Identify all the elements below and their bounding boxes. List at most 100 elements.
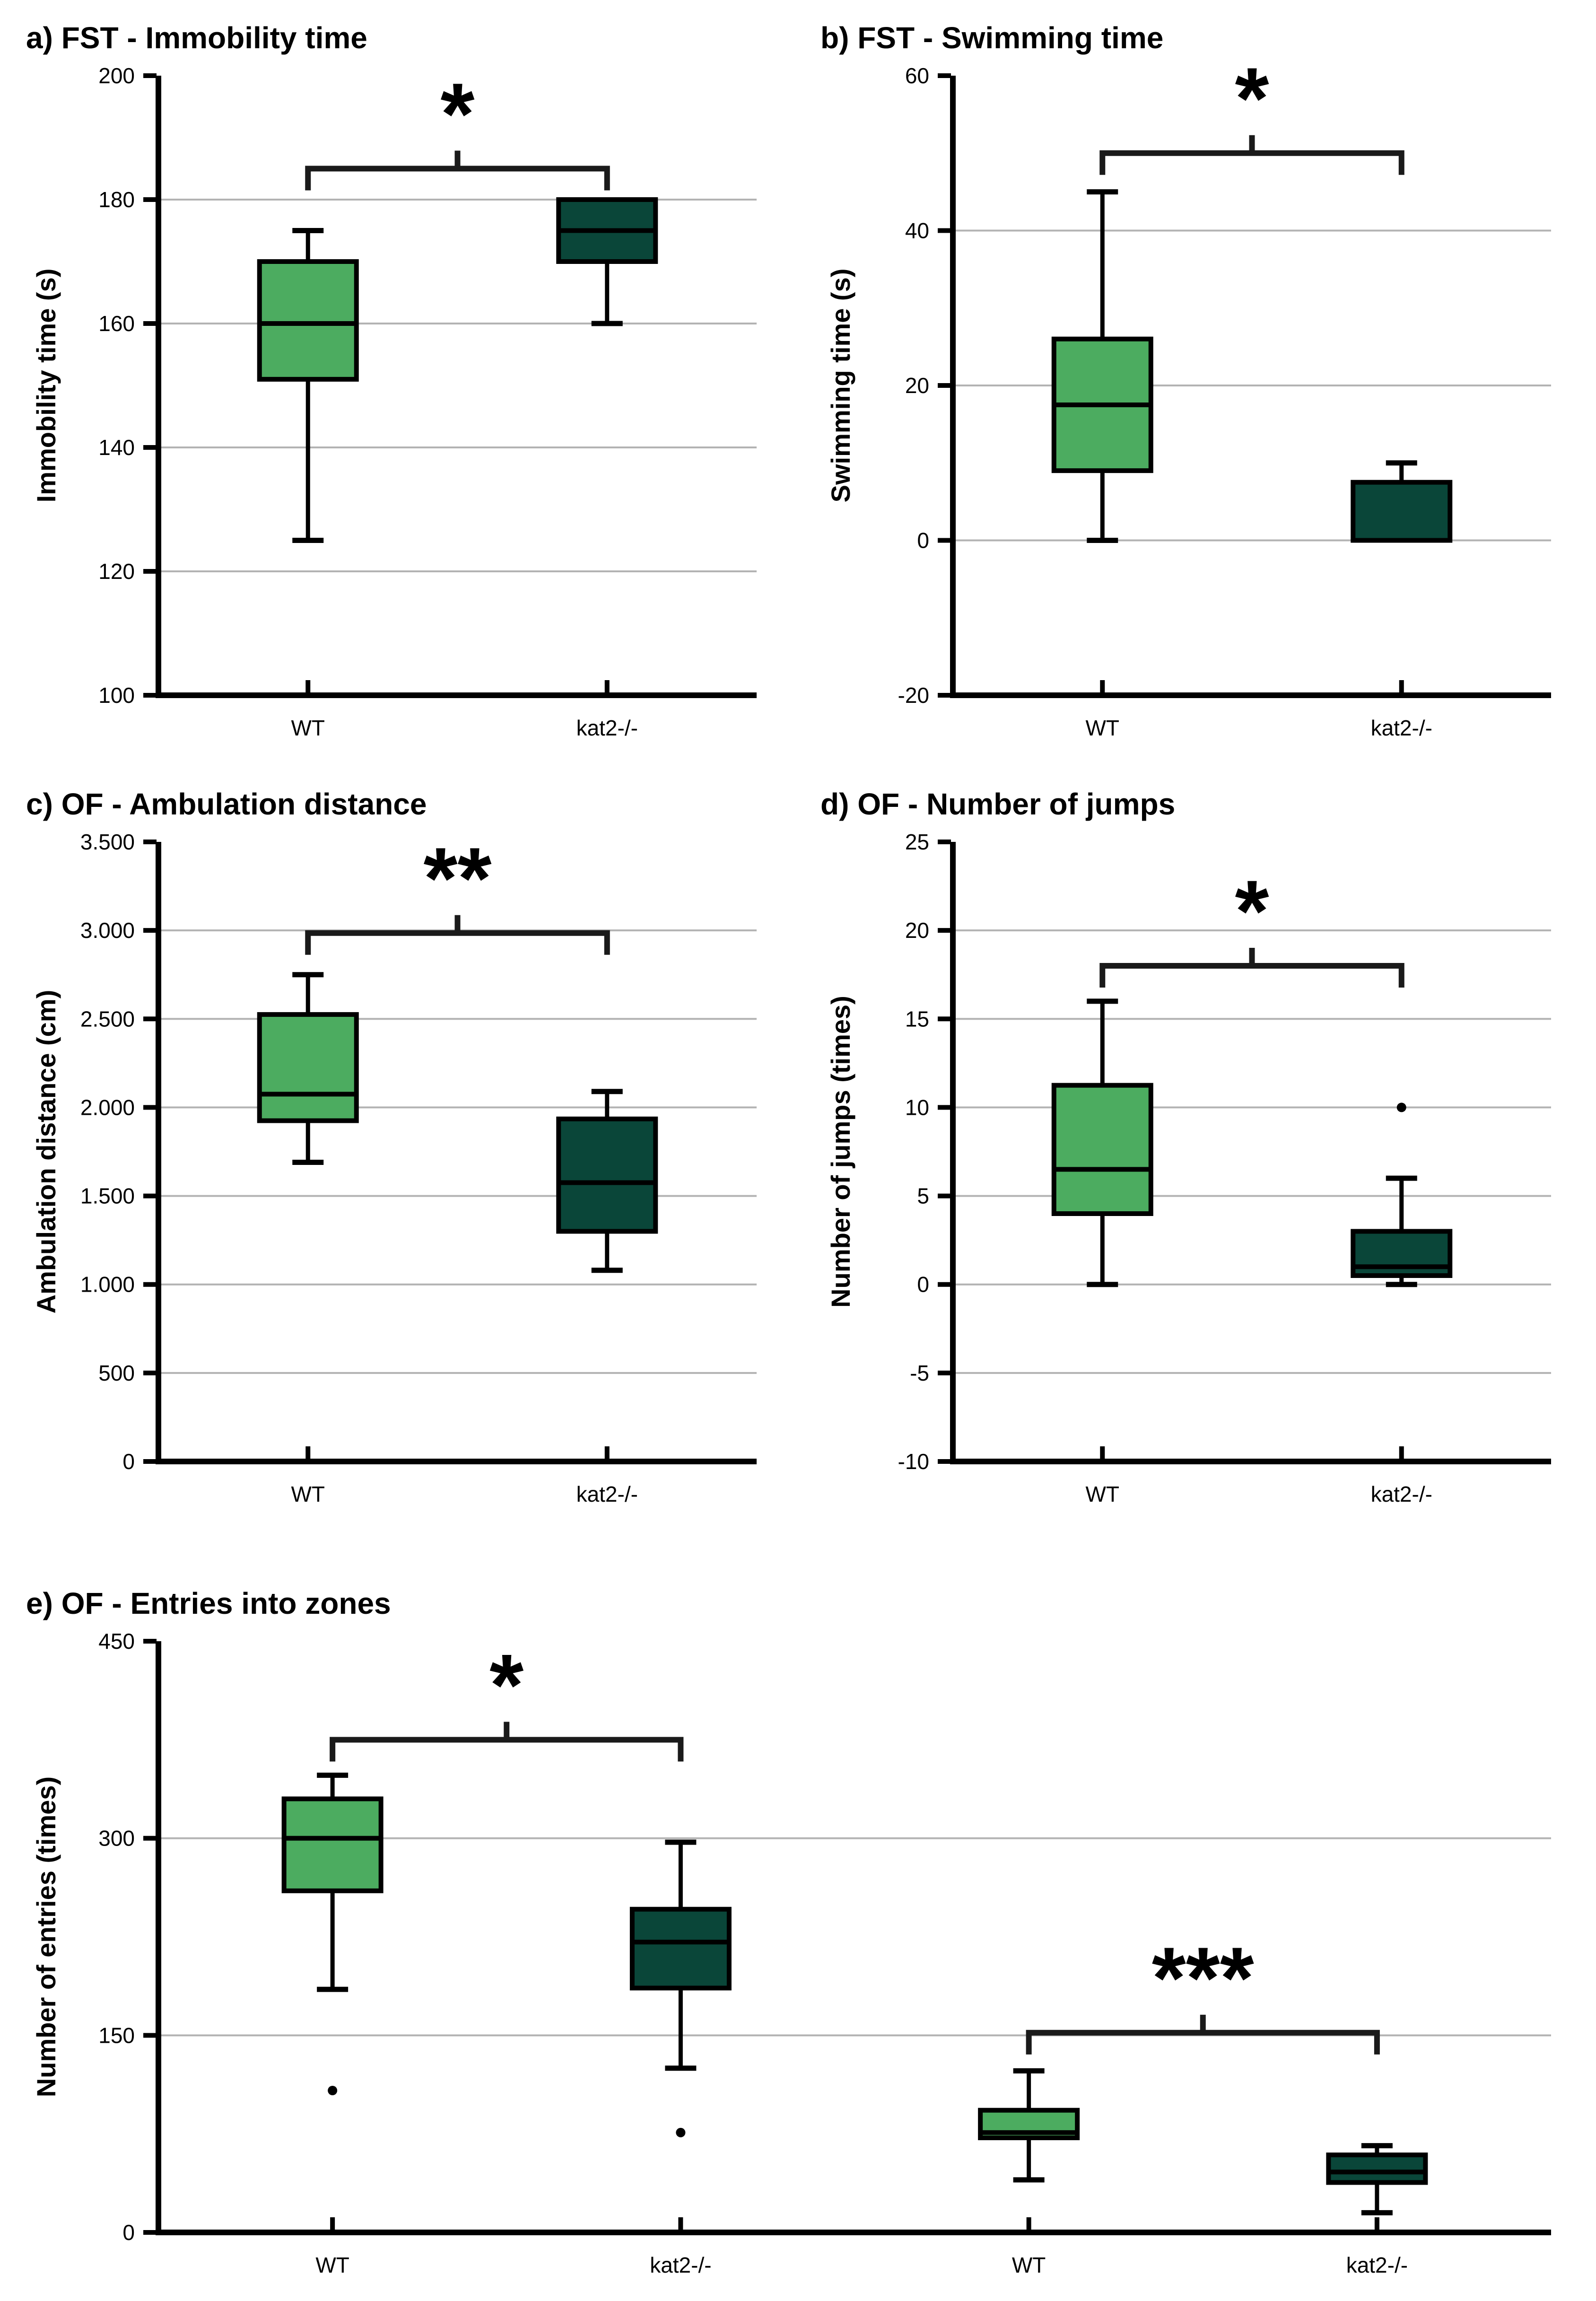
- y-tick-label: 3.000: [80, 918, 135, 943]
- x-axis: WT kat2-/-: [156, 1446, 757, 1506]
- y-tick-label: 10: [905, 1095, 929, 1120]
- y-tick-label: 1.500: [80, 1184, 135, 1208]
- y-axis-label: Number of entries (times): [31, 1776, 61, 2097]
- significance-label: *: [441, 66, 475, 163]
- panel-c-chart: 0 500 1.000 1.500 2.000 2.500 3.000 3.500 WT kat2…: [31, 830, 757, 1506]
- significance-label: **: [424, 830, 492, 927]
- significance-label: *: [1235, 863, 1269, 960]
- gridlines: [158, 929, 757, 1374]
- outlier-point: [1396, 1102, 1406, 1112]
- x-axis: WT kat2-/-: [156, 680, 757, 740]
- x-tick-label: kat2-/-: [1346, 2253, 1408, 2277]
- boxplot-WT-0: [281, 1772, 384, 2095]
- y-tick-label: 0: [122, 1449, 135, 1474]
- panel-d-chart: -10 -5 0 5 10 15 20 25 WT kat2-/- Number of jumps …: [826, 830, 1551, 1506]
- y-tick-label: -5: [910, 1361, 929, 1385]
- significance-bracket: *: [1099, 863, 1404, 988]
- x-tick-label: WT: [1012, 2253, 1046, 2277]
- panel-b: b) FST - Swimming time -20 0 20 40 60 WT kat2-…: [820, 14, 1572, 764]
- y-tick-label: -10: [898, 1449, 929, 1474]
- significance-bracket: ***: [1026, 1930, 1380, 2055]
- significance-label: *: [489, 1636, 523, 1734]
- y-tick-label: 300: [98, 1826, 135, 1851]
- outlier-point: [676, 2127, 686, 2137]
- panel-d-title: d) OF - Number of jumps: [820, 787, 1176, 821]
- y-tick-label: -20: [898, 683, 929, 708]
- significance-label: ***: [1152, 1930, 1254, 2027]
- panel-a: a) FST - Immobility time 100 120 140 160 180…: [26, 14, 778, 764]
- y-tick-label: 450: [98, 1629, 135, 1654]
- y-axis-label: Immobility time (s): [31, 269, 61, 503]
- boxplot-WT-0: [257, 972, 359, 1165]
- panel-c: c) OF - Ambulation distance 0 500 1.000 1.5…: [26, 780, 778, 1530]
- y-axis: -20 0 20 40 60: [898, 63, 956, 708]
- x-tick-label: kat2-/-: [1371, 1482, 1432, 1506]
- panel-e: e) OF - Entries into zones 0 150 300 450 WT k…: [26, 1580, 1572, 2301]
- y-tick-label: 1.000: [80, 1272, 135, 1297]
- y-axis: 0 500 1.000 1.500 2.000 2.500 3.000 3.500: [80, 830, 161, 1474]
- y-tick-label: 0: [122, 2220, 135, 2245]
- x-tick-label: WT: [291, 716, 325, 740]
- y-tick-label: 2.500: [80, 1006, 135, 1031]
- y-axis: -10 -5 0 5 10 15 20 25: [898, 830, 956, 1474]
- significance-bracket: **: [305, 830, 610, 955]
- y-tick-label: 100: [98, 683, 135, 708]
- y-axis-label: Ambulation distance (cm): [31, 990, 61, 1314]
- y-tick-label: 0: [917, 528, 929, 553]
- significance-label: *: [1235, 61, 1269, 148]
- panel-d: d) OF - Number of jumps -10 -5 0 5 10 15 20 25 W…: [820, 780, 1572, 1530]
- panel-e-title: e) OF - Entries into zones: [26, 1586, 391, 1620]
- panel-b-title: b) FST - Swimming time: [820, 21, 1164, 55]
- y-tick-label: 3.500: [80, 830, 135, 854]
- boxplot-kat2-/--1: [556, 1089, 658, 1273]
- boxplot-kat2-/--1: [1351, 1102, 1453, 1287]
- x-tick-label: kat2-/-: [576, 716, 638, 740]
- y-tick-label: 5: [917, 1184, 929, 1208]
- y-tick-label: 0: [917, 1272, 929, 1297]
- x-tick-label: WT: [315, 2253, 349, 2277]
- x-axis: WT kat2-/-: [950, 680, 1551, 740]
- boxplot-WT-0: [1051, 189, 1153, 543]
- significance-bracket: *: [305, 66, 610, 191]
- y-tick-label: 200: [98, 63, 135, 88]
- y-tick-label: 150: [98, 2023, 135, 2047]
- y-axis: 100 120 140 160 180 200: [98, 63, 161, 708]
- boxplot-kat2-/--1: [556, 197, 658, 326]
- x-tick-label: kat2-/-: [576, 1482, 638, 1506]
- y-tick-label: 500: [98, 1361, 135, 1385]
- panel-e-chart: 0 150 300 450 WT kat2-/- WT kat2-/- Number of en…: [31, 1629, 1551, 2277]
- boxplot-kat2-/--1: [1351, 460, 1453, 543]
- y-tick-label: 60: [905, 63, 929, 88]
- y-tick-label: 20: [905, 373, 929, 398]
- x-tick-label: WT: [1085, 1482, 1119, 1506]
- y-axis-label: Number of jumps (times): [826, 996, 855, 1308]
- y-tick-label: 40: [905, 219, 929, 243]
- y-axis-label: Swimming time (s): [826, 269, 855, 503]
- panel-a-chart: 100 120 140 160 180 200 WT kat2-/- Immobility ti…: [31, 63, 757, 740]
- significance-bracket: *: [1099, 50, 1404, 175]
- panel-b-chart: -20 0 20 40 60 WT kat2-/- Swimming time (s) *: [826, 50, 1551, 740]
- gridlines: [953, 229, 1551, 542]
- boxplot-kat2-/--3: [1326, 2143, 1428, 2215]
- y-tick-label: 160: [98, 311, 135, 336]
- y-tick-label: 25: [905, 830, 929, 854]
- outlier-point: [328, 2086, 338, 2095]
- panel-a-title: a) FST - Immobility time: [26, 21, 367, 55]
- x-tick-label: kat2-/-: [1371, 716, 1432, 740]
- y-tick-label: 20: [905, 918, 929, 943]
- y-tick-label: 2.000: [80, 1095, 135, 1120]
- y-tick-label: 15: [905, 1006, 929, 1031]
- gridlines: [953, 929, 1551, 1374]
- boxplot-kat2-/--1: [629, 1839, 732, 2137]
- y-tick-label: 180: [98, 187, 135, 212]
- gridlines: [158, 199, 757, 572]
- significance-bracket: *: [330, 1636, 684, 1762]
- boxplot-WT-0: [1051, 998, 1153, 1287]
- boxplot-WT-2: [978, 2068, 1080, 2183]
- boxplot-WT-0: [257, 228, 359, 543]
- y-tick-label: 120: [98, 559, 135, 584]
- x-tick-label: WT: [1085, 716, 1119, 740]
- x-axis: WT kat2-/-: [950, 1446, 1551, 1506]
- y-axis: 0 150 300 450: [98, 1629, 161, 2245]
